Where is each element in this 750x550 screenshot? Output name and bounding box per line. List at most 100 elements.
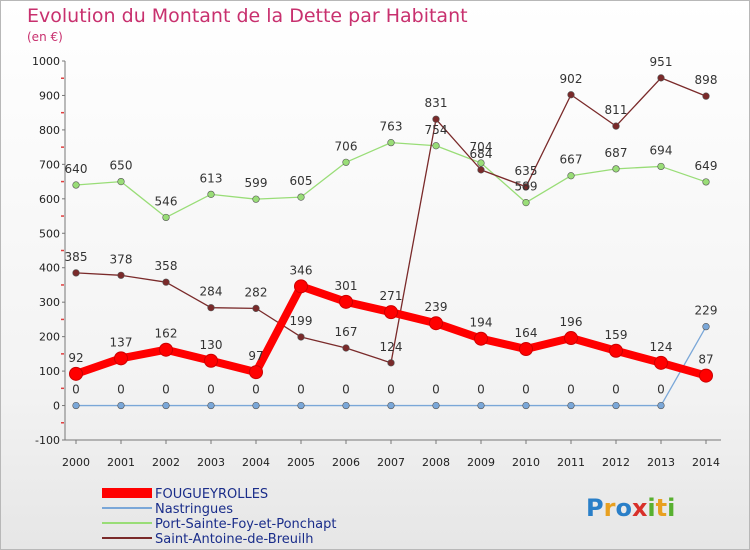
data-label: 0 — [522, 383, 530, 397]
data-point — [342, 401, 350, 410]
data-point — [114, 351, 128, 366]
data-point — [477, 401, 485, 410]
data-point — [162, 213, 170, 222]
data-point — [294, 279, 308, 294]
data-point — [252, 304, 260, 312]
data-point — [474, 331, 488, 346]
data-label: 346 — [290, 263, 313, 277]
data-point — [429, 316, 443, 331]
data-label: 667 — [560, 153, 583, 167]
data-label: 763 — [380, 120, 403, 134]
y-tick-label: 700 — [39, 158, 60, 171]
y-tick-label: 900 — [39, 89, 60, 102]
data-label: 130 — [200, 338, 223, 352]
x-tick-label: 2009 — [467, 456, 495, 469]
y-tick-label: 500 — [39, 227, 60, 240]
data-point — [522, 401, 530, 410]
data-point — [159, 342, 173, 357]
x-tick-label: 2002 — [152, 456, 180, 469]
x-tick-label: 2014 — [692, 456, 720, 469]
data-point — [702, 178, 710, 186]
data-label: 137 — [110, 335, 133, 349]
data-label: 124 — [650, 340, 673, 354]
data-label: 754 — [425, 123, 448, 137]
data-point — [207, 401, 215, 410]
data-point — [387, 359, 395, 367]
legend-label: Port-Sainte-Foy-et-Ponchapt — [155, 517, 337, 532]
data-label: 0 — [432, 383, 440, 397]
data-label: 694 — [650, 143, 673, 157]
data-point — [207, 190, 215, 198]
data-label: 194 — [470, 316, 493, 330]
data-point — [252, 195, 260, 203]
data-point — [612, 122, 620, 130]
data-label: 229 — [695, 304, 718, 318]
data-label: 164 — [515, 326, 538, 340]
legend-label: Saint-Antoine-de-Breuilh — [155, 532, 313, 547]
data-label: 546 — [155, 194, 178, 208]
data-point — [567, 172, 575, 180]
data-point — [117, 177, 125, 186]
data-point — [342, 344, 350, 352]
chart-title: Evolution du Montant de la Dette par Hab… — [27, 5, 468, 27]
legend-label: FOUGUEYROLLES — [155, 487, 268, 502]
data-point — [432, 142, 440, 150]
x-tick-label: 2006 — [332, 456, 360, 469]
data-point — [342, 158, 350, 166]
data-point — [612, 401, 620, 410]
data-label: 0 — [252, 383, 260, 397]
data-point — [72, 269, 80, 277]
data-point — [612, 165, 620, 173]
data-label: 898 — [695, 73, 718, 87]
data-point — [117, 401, 125, 410]
y-tick-label: 400 — [39, 262, 60, 275]
data-point — [432, 401, 440, 410]
data-label: 831 — [425, 96, 448, 110]
data-label: 0 — [342, 383, 350, 397]
data-point — [72, 401, 80, 410]
x-tick-label: 2012 — [602, 456, 630, 469]
data-label: 0 — [207, 383, 215, 397]
x-tick-label: 2005 — [287, 456, 315, 469]
data-label: 650 — [110, 159, 133, 173]
data-point — [432, 115, 440, 123]
data-label: 97 — [248, 349, 263, 363]
legend-label: Nastringues — [155, 502, 233, 517]
data-label: 605 — [290, 174, 313, 188]
data-label: 239 — [425, 300, 448, 314]
y-tick-label: 200 — [39, 331, 60, 344]
data-label: 87 — [698, 353, 713, 367]
data-label: 0 — [477, 383, 485, 397]
data-point — [564, 331, 578, 346]
data-point — [297, 401, 305, 410]
data-point — [702, 323, 710, 331]
data-label: 687 — [605, 146, 628, 160]
x-tick-label: 2003 — [197, 456, 225, 469]
y-tick-label: 600 — [39, 193, 60, 206]
brand-logo: Proxiti — [586, 494, 675, 522]
data-point — [162, 278, 170, 286]
data-label: 0 — [612, 383, 620, 397]
x-tick-label: 2010 — [512, 456, 540, 469]
y-tick-label: -100 — [35, 434, 60, 447]
data-point — [252, 401, 260, 410]
data-label: 0 — [657, 383, 665, 397]
data-label: 162 — [155, 327, 178, 341]
chart-unit: (en €) — [27, 30, 63, 44]
data-point — [657, 162, 665, 171]
legend-swatch — [102, 488, 152, 498]
data-point — [117, 271, 125, 279]
data-point — [567, 401, 575, 410]
data-label: 951 — [650, 55, 673, 69]
data-point — [387, 139, 395, 147]
data-point — [657, 401, 665, 410]
data-label: 159 — [605, 328, 628, 342]
x-tick-label: 2001 — [107, 456, 135, 469]
data-label: 704 — [470, 140, 493, 154]
data-point — [162, 401, 170, 410]
data-point — [204, 353, 218, 368]
data-point — [207, 304, 215, 312]
data-label: 684 — [470, 147, 493, 161]
data-label: 0 — [387, 383, 395, 397]
